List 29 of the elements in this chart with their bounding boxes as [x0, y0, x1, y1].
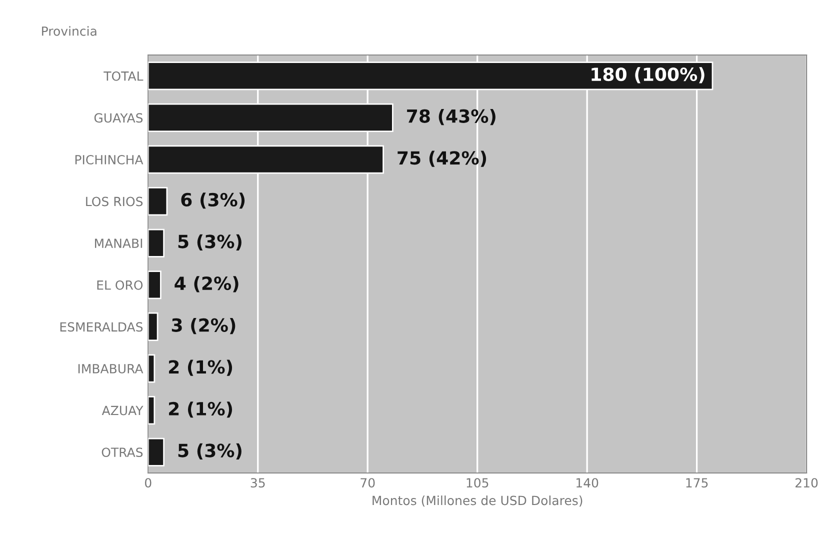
data-label: 78 (43%): [407, 108, 496, 126]
data-label: 3 (2%): [172, 318, 236, 334]
y-tick-label: AZUAY: [102, 406, 144, 416]
y-tick-label: ESMERALDAS: [60, 322, 143, 332]
data-label: 75 (42%): [398, 150, 486, 167]
y-tick-label: EL ORO: [97, 280, 143, 290]
x-tick-label: 140: [576, 478, 598, 488]
data-label: 5 (3%): [178, 443, 242, 460]
x-tick-label: 0: [144, 478, 152, 488]
y-axis-title: Provincia: [42, 26, 96, 36]
data-label: 180 (100%): [592, 67, 704, 84]
y-tick-label: LOS RIOS: [86, 196, 143, 206]
x-tick-label: 70: [360, 478, 375, 488]
data-label: 6 (3%): [181, 192, 245, 209]
x-tick-label: 210: [796, 478, 818, 488]
x-tick-label: 35: [250, 478, 265, 488]
y-tick-label: OTRAS: [102, 448, 143, 458]
data-label: 2 (1%): [169, 402, 232, 418]
x-tick-label: 175: [686, 478, 708, 488]
x-axis-title: Montos (Millones de USD Dolares): [372, 496, 582, 507]
y-tick-label: TOTAL: [104, 71, 144, 81]
y-tick-label: GUAYAS: [94, 113, 143, 123]
data-label: 2 (1%): [169, 360, 232, 376]
y-tick-label: PICHINCHA: [75, 154, 144, 164]
y-tick-label: IMBABURA: [78, 364, 144, 374]
data-label: 4 (2%): [174, 276, 238, 292]
data-label: 5 (3%): [178, 234, 242, 250]
y-tick-label: MANABI: [95, 238, 142, 248]
x-tick-label: 105: [466, 478, 488, 488]
